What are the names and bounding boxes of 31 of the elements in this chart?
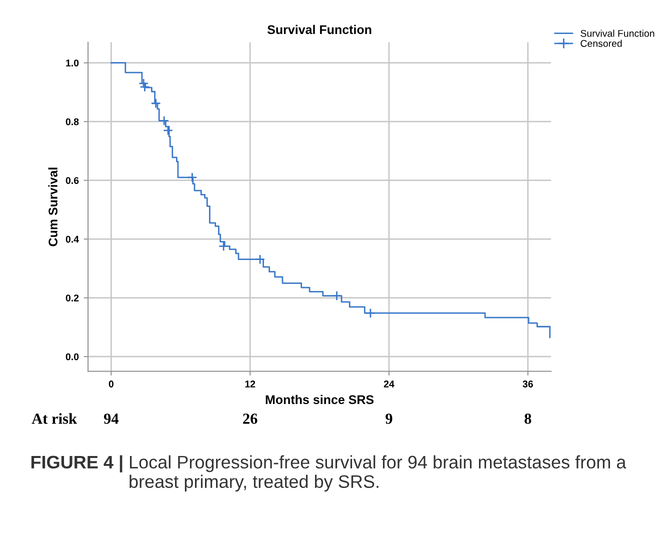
point <box>150 98 161 108</box>
caption: FIGURE 4 | <box>31 455 122 472</box>
point <box>332 290 342 301</box>
point <box>254 254 266 264</box>
y-tick-label: 0.8 <box>66 118 79 126</box>
point <box>140 82 150 92</box>
point <box>187 172 198 182</box>
y-axis-title: Cum Survival <box>48 168 58 246</box>
point <box>218 241 229 252</box>
point <box>365 308 376 318</box>
legend-label: Survival Function <box>580 30 654 37</box>
text: 9 <box>386 414 392 424</box>
y-tick-label: 0.4 <box>66 236 79 243</box>
text: Local Progression-free survival for 94 brain metastases from a breast primary, treated by SRS. <box>130 455 626 492</box>
x-tick-label: 24 <box>384 380 394 388</box>
y-tick-label: 0.0 <box>66 353 79 360</box>
x-axis-title: Months since SRS <box>266 394 374 404</box>
y-tick-label: 1.0 <box>66 60 79 66</box>
chart-title: Survival Function <box>267 24 372 34</box>
x-tick-label: 36 <box>522 380 533 388</box>
legend-label: Censored <box>580 40 622 47</box>
text: 94 <box>104 414 119 424</box>
text: 8 <box>524 414 532 424</box>
x-tick-label: 12 <box>245 380 256 388</box>
x-tick-label: 0 <box>108 380 114 388</box>
y-tick-label: 0.6 <box>66 177 79 184</box>
point <box>138 78 149 88</box>
y-tick-label: 0.2 <box>66 294 79 302</box>
point <box>158 116 170 126</box>
text: 26 <box>243 414 258 424</box>
text: At risk <box>32 413 77 424</box>
